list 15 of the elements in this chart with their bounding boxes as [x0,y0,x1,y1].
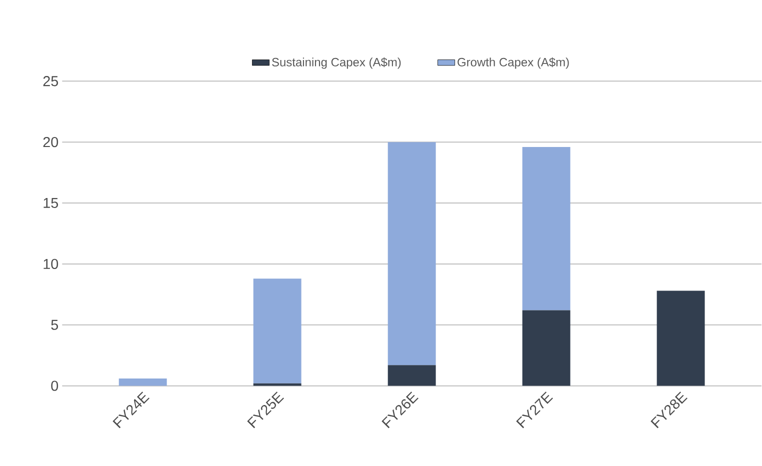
bar [656,290,705,386]
bar [388,142,436,366]
legend-label: Sustaining Capex (A$m) [272,57,401,69]
bar [522,146,570,310]
y-tick-label: 25 [43,76,58,86]
y-tick-label: 10 [44,258,58,270]
legend-label: Growth Capex (A$m) [458,57,569,69]
bar [253,278,302,384]
y-tick-label: 0 [51,380,58,391]
y-tick-label: 20 [43,136,58,148]
bar [522,310,570,386]
bar [118,378,167,386]
bar [388,365,436,386]
y-tick-label: 5 [51,320,58,330]
y-tick-label: 15 [44,198,58,208]
